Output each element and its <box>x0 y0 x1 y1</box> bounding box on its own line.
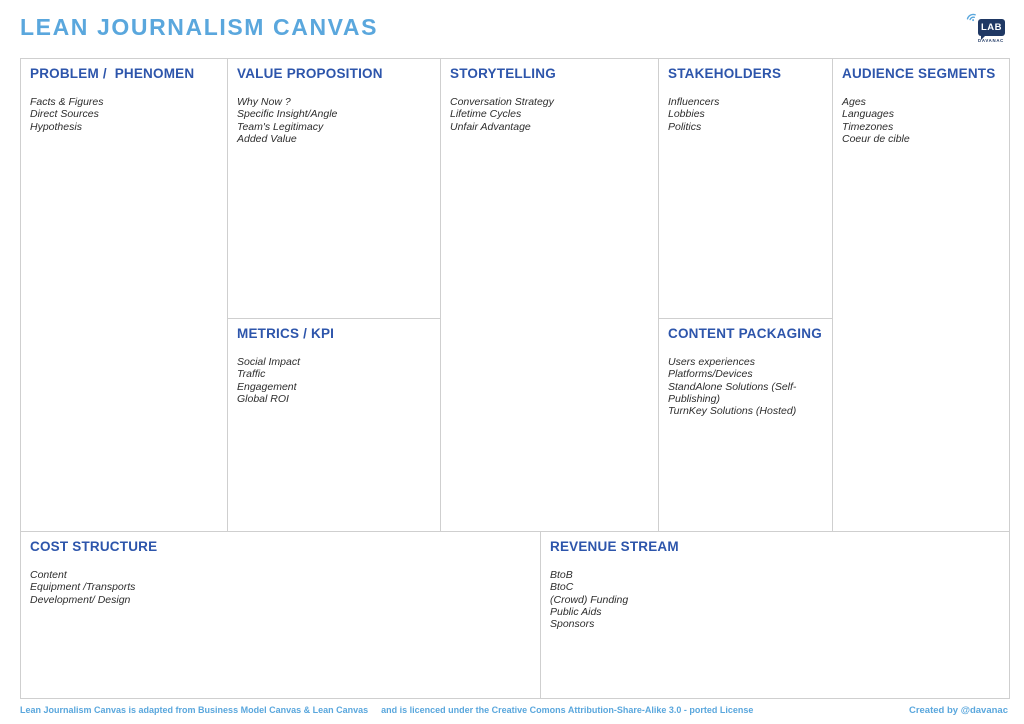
section-cost-structure: COST STRUCTURE Content Equipment /Transpo… <box>21 532 541 698</box>
list-item: Added Value <box>237 132 297 145</box>
footer-credit: Created by @davanac <box>908 705 1008 716</box>
list-item: Platforms/Devices <box>668 368 753 381</box>
list-item: Conversation Strategy <box>450 96 554 108</box>
list-item: Engagement <box>237 380 297 393</box>
list-item: BtoB <box>550 569 573 581</box>
logo-subtext: DAVANAC <box>978 39 1004 44</box>
lab-davanac-logo: LAB DAVANAC <box>966 8 1010 52</box>
section-revenue-stream: REVENUE STREAM BtoB BtoC (Crowd) Funding Pu… <box>541 532 1009 698</box>
section-metrics-kpi: METRICS / KPI Social Impact Traffic Engage… <box>228 319 441 532</box>
list-item: Traffic <box>237 368 266 381</box>
section-title: PROBLEM / PHENOMEN <box>30 66 195 81</box>
section-items: Social Impact Traffic Engagement Global ROI <box>237 356 430 405</box>
speech-bubble-logo: LAB <box>978 19 1005 40</box>
section-audience-segments: AUDIENCE SEGMENTS Ages Languages Timezones… <box>833 59 1009 532</box>
lean-journalism-canvas-grid: PROBLEM / PHENOMEN Facts & Figures Direct… <box>20 58 1010 699</box>
page-title: LEAN JOURNALISM CANVAS <box>20 14 379 40</box>
list-item: Why Now ? <box>237 96 291 108</box>
wifi-signal-icon <box>963 8 983 30</box>
section-items: Ages Languages Timezones Coeur de cible <box>842 96 999 145</box>
section-title: STORYTELLING <box>450 66 556 81</box>
list-item: Development/ Design <box>30 593 131 606</box>
list-item: BtoC <box>550 581 574 594</box>
section-title: REVENUE STREAM <box>550 539 679 554</box>
section-items: BtoB BtoC (Crowd) Funding Public Aids Sponso… <box>550 569 999 630</box>
section-content-packaging: CONTENT PACKAGING Users experiences Platf… <box>659 319 833 532</box>
list-item: Specific Insight/Angle <box>237 108 338 121</box>
section-items: Conversation Strategy Lifetime Cycles Unfa… <box>450 96 648 133</box>
list-item: Ages <box>842 96 866 108</box>
section-title: STAKEHOLDERS <box>668 66 782 81</box>
list-item: Timezones <box>842 120 894 133</box>
section-problem-phenomen: PROBLEM / PHENOMEN Facts & Figures Direct… <box>21 59 228 532</box>
section-title: METRICS / KPI <box>237 326 335 341</box>
list-item: Content <box>30 569 67 581</box>
list-item: TurnKey Solutions (Hosted) <box>668 405 797 418</box>
list-item: Public Aids <box>550 605 602 618</box>
section-items: Content Equipment /Transports Development/… <box>30 569 530 606</box>
list-item: Team's Legitimacy <box>237 120 324 133</box>
section-items: Users experiences Platforms/Devices StandA… <box>668 356 822 417</box>
list-item: Social Impact <box>237 356 301 368</box>
section-title: COST STRUCTURE <box>30 539 158 554</box>
list-item: Influencers <box>668 96 720 108</box>
section-storytelling: STORYTELLING Conversation Strategy Lifeti… <box>441 59 659 532</box>
section-items: Facts & Figures Direct Sources Hypothesis <box>30 96 217 133</box>
section-value-proposition: VALUE PROPOSITION Why Now ? Specific Insi… <box>228 59 441 319</box>
list-item: Coeur de cible <box>842 132 910 145</box>
footer: Lean Journalism Canvas is adapted from B… <box>20 705 1008 716</box>
section-items: Why Now ? Specific Insight/Angle Team's Le… <box>237 96 430 145</box>
list-item: Equipment /Transports <box>30 581 136 594</box>
section-title: AUDIENCE SEGMENTS <box>842 66 996 81</box>
list-item: Languages <box>842 108 894 121</box>
list-item: Lifetime Cycles <box>450 108 522 121</box>
section-stakeholders: STAKEHOLDERS Influencers Lobbies Politics <box>659 59 833 319</box>
list-item: Direct Sources <box>30 108 99 121</box>
section-title: VALUE PROPOSITION <box>237 66 383 81</box>
list-item: Lobbies <box>668 108 705 121</box>
list-item: Unfair Advantage <box>450 120 531 133</box>
list-item: Sponsors <box>550 618 595 631</box>
list-item: (Crowd) Funding <box>550 593 629 606</box>
footer-license-text-continued: and is licenced under the Creative Comon… <box>381 705 754 715</box>
list-item: Global ROI <box>237 392 289 405</box>
footer-license-text: Lean Journalism Canvas is adapted from B… <box>20 705 369 715</box>
section-title: CONTENT PACKAGING <box>668 326 822 341</box>
list-item: Politics <box>668 120 702 133</box>
list-item: StandAlone Solutions (Self-Publishing) <box>668 380 797 405</box>
list-item: Facts & Figures <box>30 96 104 108</box>
list-item: Users experiences <box>668 356 755 368</box>
list-item: Hypothesis <box>30 120 82 133</box>
section-items: Influencers Lobbies Politics <box>668 96 822 133</box>
